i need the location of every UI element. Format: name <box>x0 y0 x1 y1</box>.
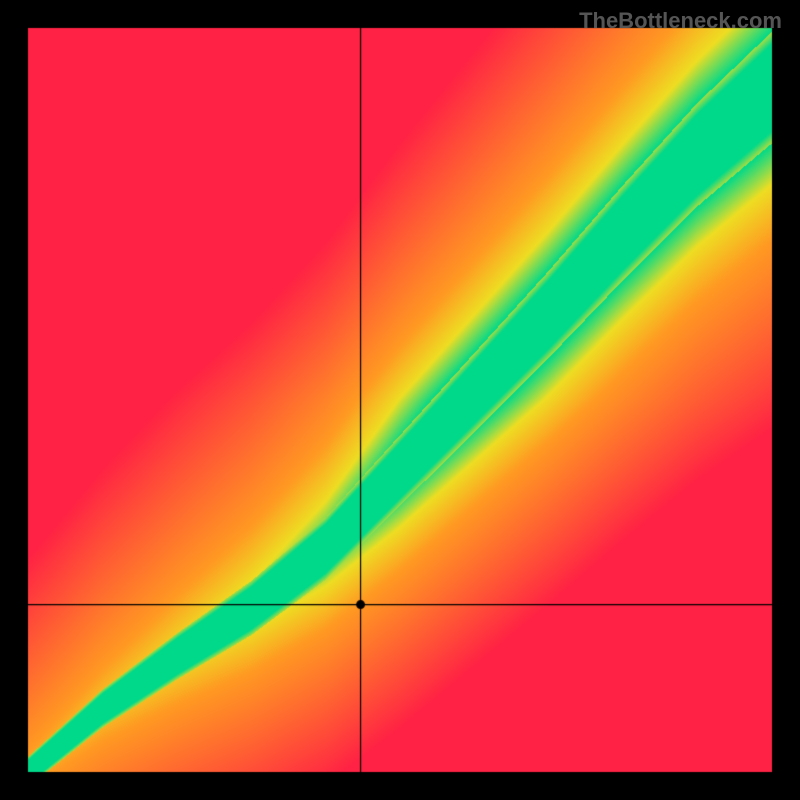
chart-container: TheBottleneck.com <box>0 0 800 800</box>
heatmap-canvas <box>0 0 800 800</box>
watermark-text: TheBottleneck.com <box>579 8 782 34</box>
